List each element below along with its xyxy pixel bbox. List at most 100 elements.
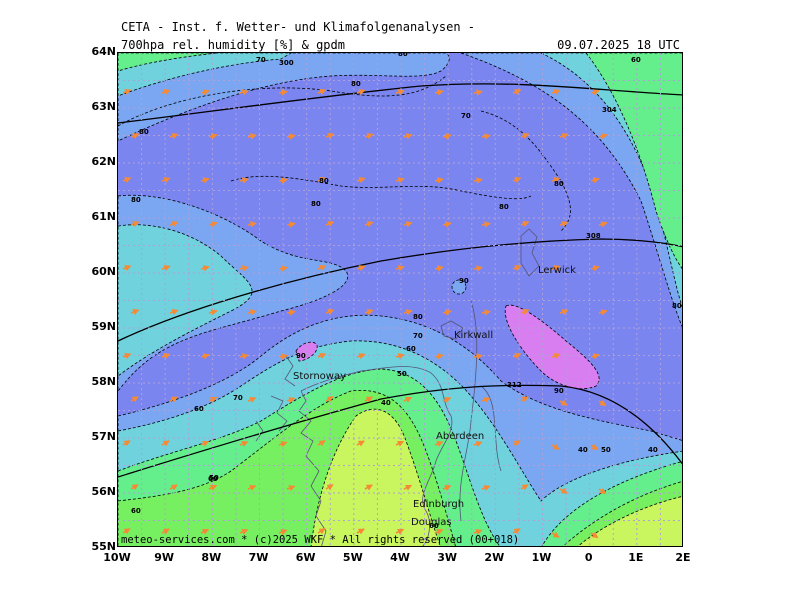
lon-tick-label: 8W (201, 551, 222, 564)
wind-arrow (122, 265, 132, 271)
wind-arrow (473, 353, 483, 360)
wind-arrow (239, 177, 249, 184)
lat-tick-label: 57N (91, 430, 116, 443)
wind-arrow (239, 441, 249, 447)
wind-arrow (278, 441, 288, 448)
humidity-contour-label: 70 (461, 112, 471, 120)
wind-arrow (551, 177, 561, 184)
wind-arrow (200, 265, 210, 272)
wind-arrow (559, 309, 569, 316)
wind-arrow (247, 221, 257, 228)
wind-arrow (512, 528, 521, 535)
lat-tick-label: 64N (91, 45, 116, 58)
wind-arrow (395, 177, 405, 184)
geopotential-contour-304 (118, 83, 682, 124)
wind-arrow (325, 396, 334, 403)
wind-arrow (520, 309, 530, 315)
lon-tick-label: 3W (437, 551, 458, 564)
humidity-contour-label: 300 (279, 59, 294, 67)
wind-arrow (200, 353, 210, 360)
city-label-edinburgh: Edinburgh (413, 499, 464, 510)
humidity-band-90-west (295, 341, 318, 362)
geopotential-label: 308 (586, 232, 601, 240)
wind-arrow (512, 89, 522, 95)
wind-arrow (512, 353, 522, 359)
wind-arrow (395, 353, 405, 360)
wind-arrow (286, 485, 296, 492)
wind-arrow (169, 309, 179, 316)
chart-subtitle: 700hpa rel. humidity [%] & gpdm (121, 38, 345, 52)
wind-arrow (395, 89, 405, 96)
lon-tick-label: 4W (390, 551, 410, 564)
wind-arrow (161, 89, 171, 96)
lon-tick-label: 7W (248, 551, 269, 564)
wind-arrow (481, 485, 491, 492)
wind-arrow (208, 221, 218, 228)
wind-arrow (473, 177, 483, 184)
wind-arrow (278, 529, 288, 536)
humidity-contour-label: 60 (208, 475, 218, 483)
wind-arrow (122, 89, 132, 95)
wind-arrow (520, 133, 530, 139)
city-label-aberdeen: Aberdeen (436, 431, 484, 442)
wind-arrow (364, 396, 373, 403)
lat-tick-label: 60N (91, 265, 116, 278)
lon-tick-label: 5W (342, 551, 363, 564)
humidity-contour-label: 40 (578, 446, 588, 454)
wind-arrow (161, 528, 170, 535)
lat-tick-label: 58N (91, 375, 116, 388)
wind-arrow (559, 133, 569, 140)
wind-arrow (239, 89, 249, 96)
humidity-contour-label: 80 (554, 180, 564, 188)
humidity-contour-label: 50 (601, 446, 611, 454)
wind-arrow (512, 177, 522, 183)
geopotential-contour-312 (118, 384, 682, 478)
wind-arrow (130, 396, 139, 403)
wind-arrow (325, 133, 335, 139)
wind-arrow (130, 133, 140, 139)
wind-arrow (434, 441, 444, 447)
wind-arrow (551, 265, 561, 272)
wind-arrow (161, 265, 171, 272)
wind-arrows (122, 89, 608, 539)
wind-arrow (559, 399, 568, 406)
wind-arrow (317, 528, 326, 535)
wind-arrow (247, 397, 257, 403)
humidity-contour-label: 90 (554, 387, 564, 395)
wind-arrow (481, 397, 491, 404)
humidity-contour-label: 90 (459, 277, 469, 285)
humidity-contour-label: 90 (296, 352, 306, 360)
wind-arrow (481, 309, 491, 316)
wind-arrow (364, 484, 373, 491)
wind-arrow (208, 396, 218, 403)
lon-tick-label: 0 (584, 551, 593, 564)
wind-arrow (512, 265, 522, 271)
humidity-contour-label: 80 (398, 53, 408, 58)
wind-arrow (434, 265, 444, 272)
lon-tick-label: 6W (295, 551, 316, 564)
wind-arrow (122, 353, 132, 359)
wind-arrow (481, 221, 491, 228)
humidity-contour-label: 80 (311, 200, 321, 208)
wind-arrow (278, 89, 288, 96)
wind-arrow (598, 133, 608, 140)
wind-arrow (317, 177, 327, 183)
city-label-stornoway: Stornoway (293, 371, 346, 382)
wind-arrow (473, 265, 483, 272)
wind-arrow (403, 309, 413, 316)
lat-tick-label: 62N (91, 155, 116, 168)
wind-arrow (356, 89, 366, 96)
wind-arrow (278, 353, 288, 360)
wind-arrow (364, 309, 374, 316)
wind-arrow (598, 221, 608, 228)
humidity-contour-label: 80 (139, 128, 149, 136)
wind-arrow (122, 177, 132, 183)
wind-arrow (278, 177, 288, 184)
wind-arrow (286, 133, 296, 140)
wind-arrow (161, 177, 171, 184)
wind-arrow (598, 309, 608, 316)
geopotential-label: 304 (602, 106, 617, 114)
wind-arrow (551, 353, 561, 360)
